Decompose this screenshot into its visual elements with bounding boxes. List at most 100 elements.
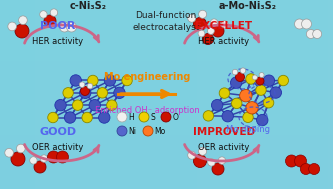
Text: IMPROVED: IMPROVED bbox=[193, 127, 255, 137]
Circle shape bbox=[122, 75, 132, 86]
Text: Mo: Mo bbox=[155, 126, 166, 136]
Circle shape bbox=[44, 15, 56, 27]
Circle shape bbox=[218, 157, 226, 164]
Circle shape bbox=[89, 99, 101, 111]
Circle shape bbox=[259, 73, 264, 77]
Text: c-Ni₃S₂: c-Ni₃S₂ bbox=[70, 1, 107, 11]
Circle shape bbox=[263, 75, 275, 86]
Text: HER activity: HER activity bbox=[32, 37, 84, 46]
Circle shape bbox=[252, 75, 257, 80]
Text: Mo doping: Mo doping bbox=[226, 125, 270, 134]
Circle shape bbox=[8, 22, 17, 31]
Circle shape bbox=[240, 68, 246, 74]
Circle shape bbox=[210, 19, 218, 26]
Circle shape bbox=[285, 155, 297, 167]
Circle shape bbox=[198, 147, 207, 155]
Circle shape bbox=[263, 98, 274, 108]
Circle shape bbox=[161, 112, 171, 122]
Circle shape bbox=[70, 75, 82, 86]
Circle shape bbox=[63, 88, 73, 98]
Circle shape bbox=[117, 112, 127, 122]
Circle shape bbox=[246, 102, 258, 114]
Circle shape bbox=[294, 19, 304, 29]
Circle shape bbox=[211, 99, 223, 111]
Circle shape bbox=[294, 155, 306, 167]
Circle shape bbox=[34, 161, 46, 173]
Circle shape bbox=[243, 112, 253, 122]
Circle shape bbox=[270, 87, 281, 98]
Circle shape bbox=[55, 99, 66, 111]
Circle shape bbox=[309, 163, 320, 174]
Circle shape bbox=[107, 100, 117, 110]
Text: H: H bbox=[129, 112, 134, 122]
Circle shape bbox=[235, 73, 244, 81]
Circle shape bbox=[139, 112, 149, 122]
Circle shape bbox=[67, 22, 77, 32]
Circle shape bbox=[256, 114, 268, 126]
Circle shape bbox=[246, 74, 256, 84]
Circle shape bbox=[313, 29, 322, 39]
Circle shape bbox=[208, 159, 215, 166]
Circle shape bbox=[48, 151, 60, 163]
Circle shape bbox=[104, 75, 116, 86]
Circle shape bbox=[193, 18, 206, 30]
Circle shape bbox=[40, 155, 48, 162]
Text: OER activity: OER activity bbox=[198, 143, 250, 152]
Circle shape bbox=[212, 25, 224, 37]
Circle shape bbox=[306, 29, 315, 39]
Circle shape bbox=[82, 112, 92, 123]
Text: EXCELLET: EXCELLET bbox=[195, 21, 252, 31]
Circle shape bbox=[256, 77, 264, 85]
Circle shape bbox=[232, 69, 238, 75]
Circle shape bbox=[81, 87, 90, 95]
Circle shape bbox=[79, 82, 85, 88]
Circle shape bbox=[222, 111, 233, 122]
Circle shape bbox=[143, 126, 153, 136]
Circle shape bbox=[230, 77, 242, 88]
Circle shape bbox=[50, 9, 58, 16]
Circle shape bbox=[99, 112, 110, 123]
Circle shape bbox=[87, 83, 93, 89]
Text: S: S bbox=[151, 112, 155, 122]
Text: Enriched OH⁻ adsorption: Enriched OH⁻ adsorption bbox=[95, 106, 199, 115]
Circle shape bbox=[19, 16, 27, 25]
Text: Mo engineering: Mo engineering bbox=[104, 72, 190, 82]
Circle shape bbox=[72, 100, 83, 110]
Circle shape bbox=[15, 24, 29, 38]
Circle shape bbox=[188, 14, 196, 22]
Text: Ni: Ni bbox=[129, 126, 137, 136]
Circle shape bbox=[5, 148, 13, 157]
Circle shape bbox=[219, 88, 230, 98]
Circle shape bbox=[240, 90, 252, 102]
Text: HER activity: HER activity bbox=[198, 37, 249, 46]
Circle shape bbox=[30, 157, 37, 164]
Circle shape bbox=[256, 85, 266, 95]
Circle shape bbox=[88, 75, 98, 86]
Circle shape bbox=[300, 163, 311, 174]
Circle shape bbox=[16, 144, 25, 153]
Circle shape bbox=[64, 112, 76, 123]
Circle shape bbox=[207, 28, 214, 34]
Circle shape bbox=[198, 30, 205, 37]
Circle shape bbox=[60, 22, 70, 32]
Text: O: O bbox=[172, 112, 178, 122]
Circle shape bbox=[198, 10, 207, 18]
Text: GOOD: GOOD bbox=[39, 127, 77, 137]
Circle shape bbox=[193, 154, 206, 167]
Text: POOR: POOR bbox=[40, 21, 76, 31]
Circle shape bbox=[11, 152, 25, 166]
Circle shape bbox=[40, 11, 47, 18]
Circle shape bbox=[114, 87, 125, 98]
Circle shape bbox=[221, 21, 228, 28]
Circle shape bbox=[212, 163, 224, 175]
Circle shape bbox=[80, 87, 91, 98]
Circle shape bbox=[57, 151, 69, 163]
Circle shape bbox=[203, 111, 214, 121]
Text: Dual-function
electrocatalyst: Dual-function electrocatalyst bbox=[132, 11, 200, 33]
Circle shape bbox=[117, 126, 127, 136]
Circle shape bbox=[301, 19, 311, 29]
Circle shape bbox=[188, 151, 196, 159]
Circle shape bbox=[48, 112, 58, 123]
Text: OER activity: OER activity bbox=[32, 143, 84, 152]
Circle shape bbox=[202, 33, 213, 44]
